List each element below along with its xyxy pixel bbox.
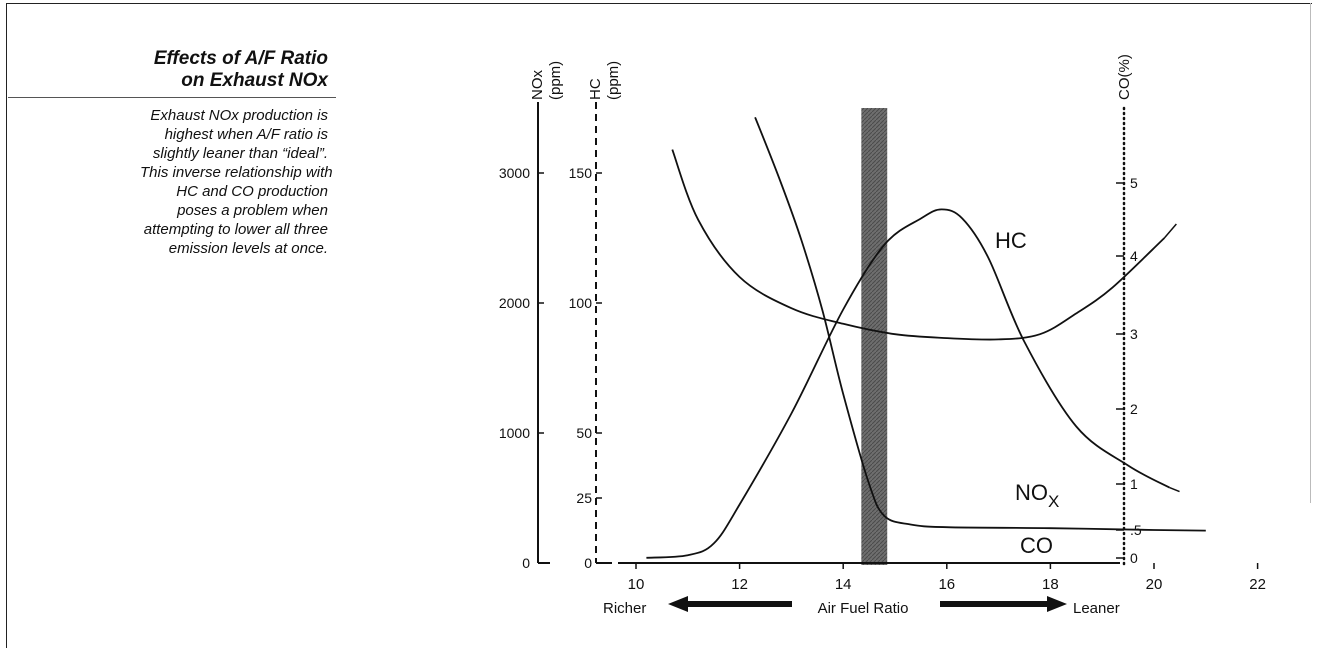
hc-tick-label: 150 [569,165,593,181]
right-arrow [940,596,1067,612]
panel-title-line2: on Exhaust NOx [181,70,328,91]
panel-description: Exhaust NOx production is highest when A… [140,106,333,258]
desc-line: HC and CO production [176,183,328,200]
title-divider [8,97,336,98]
hc-tick-label: 25 [576,490,592,506]
co-tick-label: 2 [1130,401,1138,417]
series-co-line [754,116,1206,532]
richer-label: Richer [603,600,646,617]
label-hc: HC [995,228,1027,253]
nox-axis-label: NOx [529,70,546,101]
desc-line: attempting to lower all three [143,221,328,238]
label-nox: NOX [1015,480,1059,511]
x-axis-label: Air Fuel Ratio [818,600,909,617]
co-tick-label: 5 [1130,175,1138,191]
co-tick-label: 0 [1130,550,1138,566]
x-tick-label: 12 [731,576,748,593]
frame-left-border [6,3,7,648]
desc-line: highest when A/F ratio is [164,126,328,143]
series-hc-line [671,149,1166,341]
hc-axis-unit: (ppm) [605,61,622,100]
x-tick-label: 20 [1146,576,1163,593]
nox-axis-unit: (ppm) [547,61,564,100]
co-tick-label: 4 [1130,248,1138,264]
co-tick-label: 3 [1130,326,1138,342]
desc-line: This inverse relationship with [140,164,333,181]
desc-line: emission levels at once. [168,240,328,257]
desc-line: Exhaust NOx production is [150,107,328,124]
desc-line: poses a problem when [177,202,328,219]
nox-label-leader [1169,486,1180,493]
desc-line: slightly leaner than “ideal”. [152,145,328,162]
hc-tick-label: 100 [569,295,593,311]
label-co: CO [1020,533,1053,558]
hc-label-leader [1163,223,1177,239]
x-tick-label: 10 [628,576,645,593]
panel-title: Effects of A/F Ratio on Exhaust NOx [120,48,328,92]
nox-tick-label: 1000 [499,425,530,441]
hc-tick-label: 50 [576,425,592,441]
stoichiometric-band [861,108,888,565]
x-tick-label: 22 [1249,576,1266,593]
x-tick-label: 16 [938,576,955,593]
co-tick-label: 1 [1130,476,1138,492]
left-arrow [668,596,792,612]
frame-right-border [1310,3,1311,503]
x-tick-label: 18 [1042,576,1059,593]
nox-tick-label: 2000 [499,295,530,311]
label-nox-subscript: X [1048,492,1059,511]
nox-tick-label: 3000 [499,165,530,181]
hc-axis-label: HC [587,78,604,100]
co-axis-label: CO(%) [1116,54,1133,100]
hc-tick-label: 0 [584,555,592,571]
leaner-label: Leaner [1073,600,1120,617]
frame-top-border [6,3,1312,4]
series-nox-line [646,208,1170,559]
nox-tick-label: 0 [522,555,530,571]
x-tick-label: 14 [835,576,852,593]
panel-title-line1: Effects of A/F Ratio [153,48,328,69]
